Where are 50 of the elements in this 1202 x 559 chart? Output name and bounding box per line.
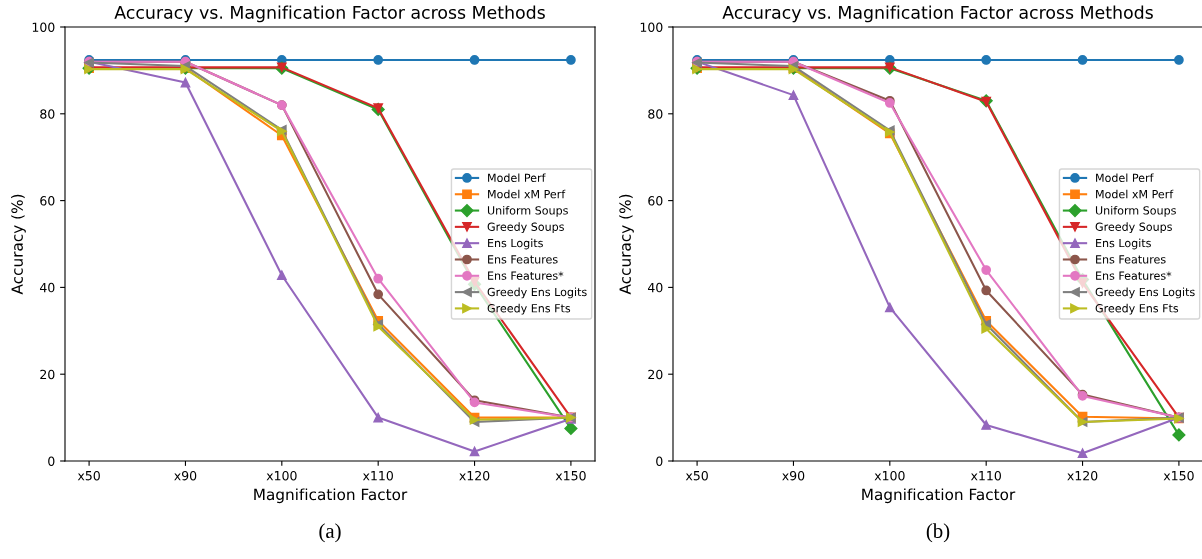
y-tick-label: 80 xyxy=(40,109,55,119)
y-tick-label: 0 xyxy=(656,456,663,466)
text: (a) xyxy=(319,523,341,543)
y-tick-label: 80 xyxy=(648,109,663,119)
chart-title: Accuracy vs. Magnification Factor across Methods xyxy=(722,5,1153,23)
legend-label: Ens Features xyxy=(488,255,558,264)
x-axis-title: Magnification Factor xyxy=(254,488,408,504)
y-tick-label: 20 xyxy=(648,369,663,380)
legend-label: Greedy Ens Logits xyxy=(1095,287,1195,299)
y-tick-label: 60 xyxy=(40,196,55,206)
legend-label: Greedy Soups xyxy=(1095,222,1172,234)
legend-label: Uniform Soups xyxy=(1095,206,1176,217)
x-tick-label: x50 xyxy=(685,470,708,481)
x-tick-label: x150 xyxy=(555,470,586,481)
y-axis-title: Accuracy (%) xyxy=(619,194,634,295)
y-tick-label: 40 xyxy=(39,282,55,293)
x-tick-label: x120 xyxy=(459,470,490,481)
text: (b) xyxy=(926,523,950,543)
x-tick-label: x110 xyxy=(970,470,1001,481)
y-axis-title: Accuracy (%) xyxy=(11,194,26,295)
chart-title: Accuracy vs. Magnification Factor across Methods xyxy=(114,5,545,23)
legend-label: Model xM Perf xyxy=(1096,189,1174,199)
legend-label: Greedy Soups xyxy=(487,222,564,234)
y-tick-label: 0 xyxy=(48,456,55,466)
legend-label: Ens Features xyxy=(1096,255,1166,264)
legend-label: Greedy Ens Logits xyxy=(487,287,587,299)
legend-label: Ens Features* xyxy=(1096,271,1172,280)
x-axis-title: Magnification Factor xyxy=(862,488,1016,504)
y-tick-label: 20 xyxy=(40,369,55,380)
legend-label: Model Perf xyxy=(1096,173,1154,182)
x-tick-label: x100 xyxy=(266,470,297,481)
legend-label: Ens Logits xyxy=(488,238,543,250)
y-tick-label: 100 xyxy=(32,22,55,32)
x-tick-label: x90 xyxy=(174,470,197,481)
y-tick-label: 100 xyxy=(640,22,663,32)
x-tick-label: x150 xyxy=(1163,470,1194,481)
legend-label: Greedy Ens Fts xyxy=(1095,303,1179,315)
x-tick-label: x90 xyxy=(782,470,805,481)
x-tick-label: x50 xyxy=(77,470,100,481)
legend-label: Model xM Perf xyxy=(488,189,566,199)
x-tick-label: x100 xyxy=(874,470,905,481)
legend-label: Greedy Ens Fts xyxy=(487,303,571,315)
x-tick-label: x110 xyxy=(362,470,393,481)
legend-label: Ens Logits xyxy=(1096,238,1151,250)
legend-label: Model Perf xyxy=(488,173,546,182)
y-tick-label: 60 xyxy=(648,196,663,206)
x-tick-label: x120 xyxy=(1067,470,1098,481)
legend-label: Ens Features* xyxy=(488,271,564,280)
y-tick-label: 40 xyxy=(647,282,663,293)
legend-label: Uniform Soups xyxy=(487,206,568,217)
